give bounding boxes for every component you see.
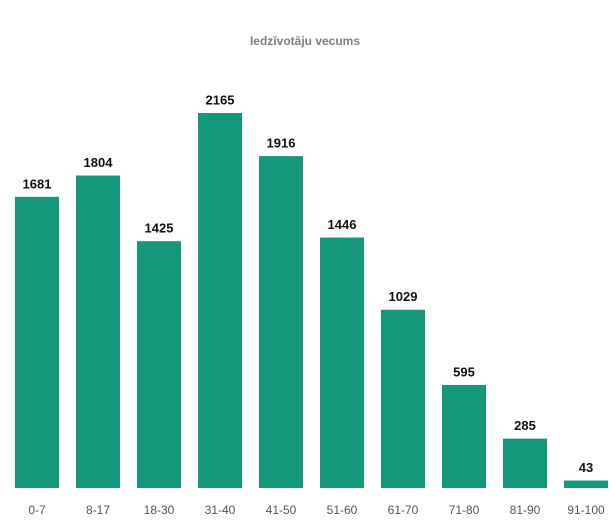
value-label: 2165 — [206, 92, 235, 107]
bar — [564, 480, 608, 488]
value-label: 1681 — [23, 176, 52, 191]
bar — [259, 156, 303, 488]
bar — [503, 438, 547, 488]
x-tick-label: 18-30 — [144, 503, 175, 517]
x-tick-label: 0-7 — [28, 503, 46, 517]
bar — [76, 175, 120, 488]
x-tick-label: 91-100 — [567, 503, 605, 517]
bar — [15, 196, 59, 488]
x-tick-label: 61-70 — [388, 503, 419, 517]
value-label: 1425 — [145, 221, 174, 236]
bar — [381, 309, 425, 488]
bar — [320, 237, 364, 488]
chart-title: Iedzīvotāju vecums — [250, 34, 360, 48]
value-label: 43 — [579, 460, 593, 475]
x-tick-label: 8-17 — [86, 503, 110, 517]
value-label: 1029 — [389, 289, 418, 304]
value-label: 1804 — [84, 155, 114, 170]
x-tick-label: 71-80 — [449, 503, 480, 517]
value-label: 595 — [453, 364, 475, 379]
x-tick-label: 81-90 — [510, 503, 541, 517]
bar — [137, 241, 181, 488]
bar — [198, 113, 242, 488]
x-tick-label: 41-50 — [266, 503, 297, 517]
value-label: 1916 — [267, 136, 296, 151]
value-label: 1446 — [328, 217, 357, 232]
x-tick-label: 51-60 — [327, 503, 358, 517]
bar — [442, 384, 486, 488]
x-tick-label: 31-40 — [205, 503, 236, 517]
value-label: 285 — [514, 418, 536, 433]
